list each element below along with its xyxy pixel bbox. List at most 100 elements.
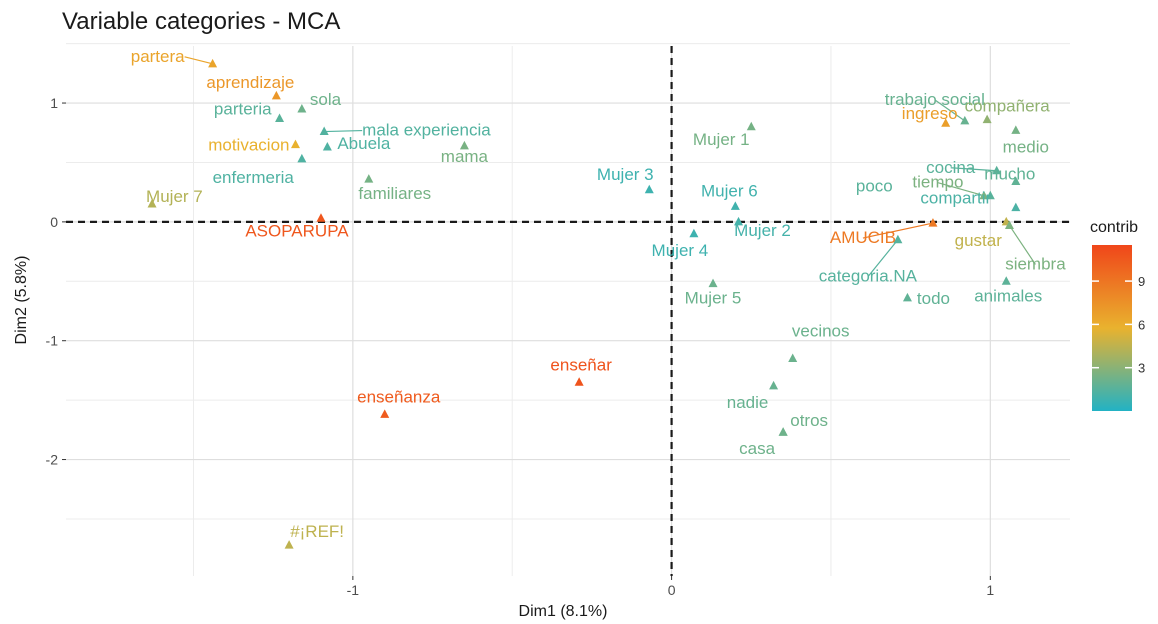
- y-tick-label: -1: [46, 333, 59, 349]
- contrib-legend: contrib 3 6 9: [1090, 219, 1145, 411]
- point-label: ASOPARUPA: [245, 221, 349, 240]
- point-label: Mujer 2: [734, 221, 791, 240]
- point-marker: [778, 427, 788, 436]
- point-label: enfermeria: [213, 168, 295, 187]
- label-connector: [184, 56, 213, 65]
- minor-grid: [66, 43, 1070, 576]
- legend-color-bar: [1092, 245, 1132, 411]
- point-marker: [979, 190, 989, 200]
- point-label: aprendizaje: [206, 73, 294, 92]
- point-label: #¡REF!: [290, 522, 344, 541]
- point-label: medio: [1003, 137, 1049, 156]
- legend-ticks: 3 6 9: [1092, 274, 1145, 376]
- major-grid: [66, 46, 1070, 576]
- point-marker: [297, 103, 307, 113]
- point-marker: [985, 190, 995, 200]
- point-label: nadie: [727, 393, 769, 412]
- point-marker: [644, 184, 654, 194]
- point-label: mucho: [984, 164, 1035, 183]
- legend-tick-label: 6: [1138, 317, 1145, 332]
- point-label: Abuela: [337, 134, 390, 153]
- legend-tick-label: 3: [1138, 361, 1145, 376]
- point-marker: [297, 153, 307, 163]
- label-connector: [867, 239, 899, 278]
- point-marker: [746, 121, 756, 131]
- point-label: Mujer 5: [685, 289, 742, 308]
- point-label: partera: [131, 47, 185, 66]
- point-marker: [275, 113, 285, 122]
- point-label: animales: [974, 286, 1042, 305]
- point-marker: [902, 292, 912, 302]
- point-marker: [960, 115, 970, 125]
- point-marker: [788, 353, 798, 363]
- point-label: poco: [856, 177, 893, 196]
- point-markers: [147, 58, 1021, 549]
- point-marker: [284, 540, 294, 549]
- point-label: Mujer 7: [146, 187, 203, 206]
- point-label: trabajo social: [885, 90, 985, 109]
- point-label: Mujer 3: [597, 165, 654, 184]
- y-tick-label: 1: [50, 95, 58, 111]
- point-marker: [322, 142, 332, 151]
- point-marker: [147, 199, 157, 208]
- point-label: categoria.NA: [819, 267, 918, 286]
- point-marker: [730, 201, 740, 210]
- point-marker: [928, 218, 938, 227]
- point-marker: [769, 380, 779, 390]
- label-connector: [934, 99, 966, 122]
- point-label: gustar: [955, 231, 1003, 250]
- point-label: mama: [441, 147, 489, 166]
- x-tick-label: 0: [668, 582, 676, 598]
- point-label: casa: [739, 439, 775, 458]
- label-connector: [937, 182, 985, 197]
- point-label: todo: [917, 289, 950, 308]
- point-label: siembra: [1005, 254, 1066, 273]
- point-marker: [734, 216, 744, 226]
- legend-title: contrib: [1090, 219, 1138, 236]
- chart-title: Variable categories - MCA: [62, 8, 341, 35]
- point-label: Mujer 1: [693, 130, 750, 149]
- point-marker: [271, 90, 281, 100]
- label-connectors: [184, 56, 1036, 278]
- legend-tick-label: 9: [1138, 274, 1145, 289]
- point-label: vecinos: [792, 322, 850, 341]
- point-marker: [380, 409, 390, 418]
- point-marker: [1011, 176, 1021, 185]
- point-marker: [316, 213, 326, 222]
- point-labels: partera aprendizaje sola parteria mala exper…: [131, 47, 1066, 541]
- point-label: Mujer 4: [652, 241, 709, 260]
- label-connector: [324, 129, 363, 133]
- label-connector: [862, 222, 934, 239]
- y-tick-label: -2: [46, 452, 59, 468]
- point-marker: [208, 58, 218, 68]
- point-marker: [459, 140, 469, 150]
- point-label: otros: [790, 411, 828, 430]
- point-label: enseñar: [550, 355, 612, 374]
- y-axis-title: Dim2 (5.8%): [13, 256, 30, 345]
- point-label: sola: [310, 90, 342, 109]
- point-marker: [1011, 125, 1021, 134]
- point-marker: [982, 114, 992, 124]
- x-tick-label: -1: [347, 582, 360, 598]
- x-tick-label: 1: [986, 582, 994, 598]
- point-marker: [364, 174, 374, 183]
- point-label: motivacion: [208, 136, 289, 155]
- point-label: ingreso: [902, 104, 958, 123]
- point-label: Mujer 6: [701, 181, 758, 200]
- point-label: compañera: [965, 97, 1051, 116]
- x-axis-title: Dim1 (8.1%): [519, 603, 608, 620]
- point-marker: [1001, 276, 1011, 285]
- point-label: enseñanza: [357, 387, 441, 406]
- y-tick-label: 0: [50, 214, 58, 230]
- label-connector: [950, 167, 997, 172]
- point-marker: [893, 234, 903, 244]
- point-marker: [1011, 202, 1021, 212]
- point-marker: [319, 126, 329, 136]
- point-marker: [574, 377, 584, 386]
- point-marker: [1004, 220, 1014, 229]
- point-label: compartir: [920, 189, 991, 208]
- axis-ticks: -1 0 1 1 0 -1 -2: [46, 95, 995, 598]
- point-label: AMUCIB: [830, 228, 896, 247]
- point-label: mala experiencia: [362, 121, 491, 140]
